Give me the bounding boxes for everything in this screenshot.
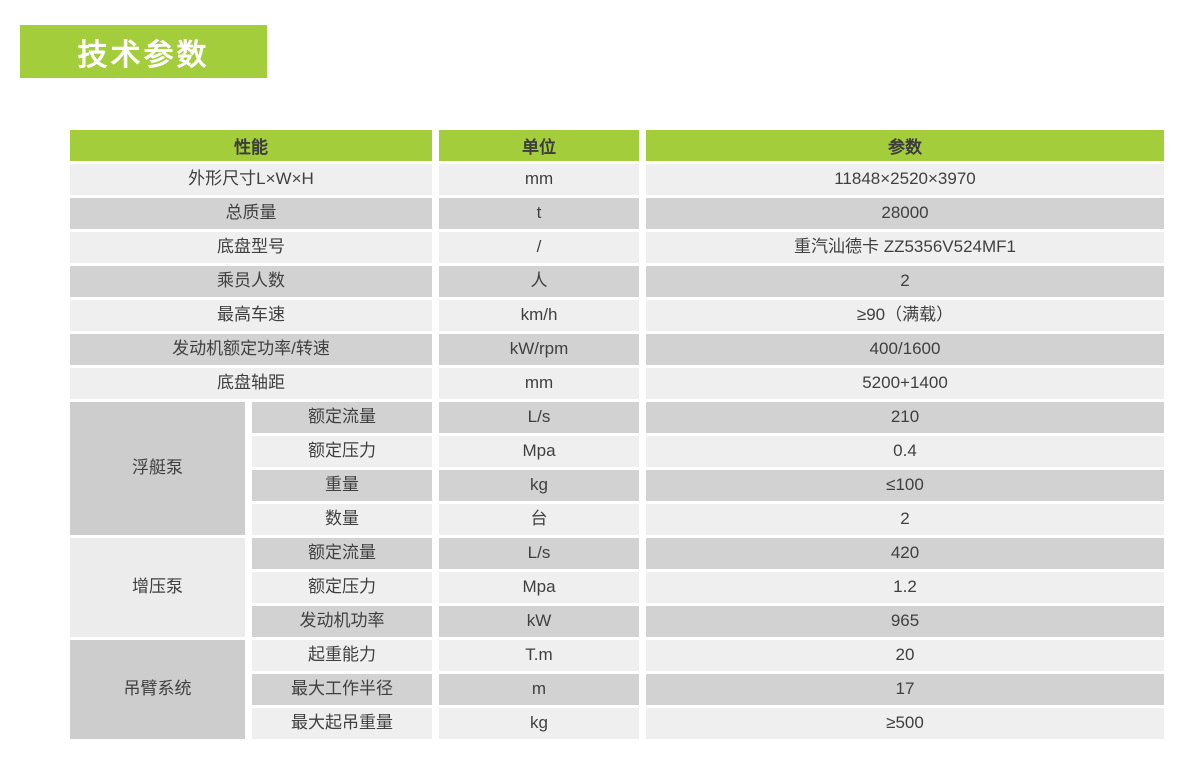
spec-unit: Mpa <box>439 436 639 467</box>
table-row: 额定压力 Mpa 1.2 <box>70 572 1164 603</box>
spec-name: 底盘轴距 <box>70 368 432 399</box>
spec-value: 20 <box>646 640 1164 671</box>
spec-value: 965 <box>646 606 1164 637</box>
table-row: 最大工作半径 m 17 <box>70 674 1164 705</box>
spec-name: 数量 <box>252 504 432 535</box>
spec-name: 最大起吊重量 <box>252 708 432 739</box>
section-title: 技术参数 <box>77 38 210 72</box>
col-header-performance: 性能 <box>70 130 432 161</box>
spec-unit: kW/rpm <box>439 334 639 365</box>
spec-value: 11848×2520×3970 <box>646 164 1164 195</box>
group-label: 浮艇泵 <box>70 402 245 535</box>
spec-value: 420 <box>646 538 1164 569</box>
spec-value: 17 <box>646 674 1164 705</box>
table-row: 额定压力 Mpa 0.4 <box>70 436 1164 467</box>
spec-name: 重量 <box>252 470 432 501</box>
spec-unit: kg <box>439 708 639 739</box>
spec-value: ≥90（满载） <box>646 300 1164 331</box>
spec-name: 起重能力 <box>252 640 432 671</box>
table-row: 增压泵 额定流量 L/s 420 <box>70 538 1164 637</box>
spec-value: 210 <box>646 402 1164 433</box>
spec-unit: T.m <box>439 640 639 671</box>
spec-unit: / <box>439 232 639 263</box>
spec-name: 额定流量 <box>252 402 432 433</box>
spec-value: ≤100 <box>646 470 1164 501</box>
table-row: 底盘型号 / 重汽汕德卡 ZZ5356V524MF1 <box>70 232 1164 263</box>
spec-unit: t <box>439 198 639 229</box>
spec-unit: kW <box>439 606 639 637</box>
spec-name: 最大工作半径 <box>252 674 432 705</box>
spec-unit: mm <box>439 164 639 195</box>
spec-unit: kg <box>439 470 639 501</box>
col-header-parameter: 参数 <box>646 130 1164 161</box>
table-row: 底盘轴距 mm 5200+1400 <box>70 368 1164 399</box>
spec-value: 1.2 <box>646 572 1164 603</box>
spec-unit: km/h <box>439 300 639 331</box>
spec-name: 外形尺寸L×W×H <box>70 164 432 195</box>
spec-value: ≥500 <box>646 708 1164 739</box>
spec-name: 额定压力 <box>252 436 432 467</box>
spec-unit: m <box>439 674 639 705</box>
section-title-badge: 技术参数 <box>20 25 267 78</box>
table-row: 最高车速 km/h ≥90（满载） <box>70 300 1164 331</box>
table-header-row: 性能 单位 参数 <box>70 130 1164 161</box>
table-row: 发动机功率 kW 965 <box>70 606 1164 637</box>
spec-name: 底盘型号 <box>70 232 432 263</box>
spec-name: 额定流量 <box>252 538 432 569</box>
col-header-unit: 单位 <box>439 130 639 161</box>
group-label: 增压泵 <box>70 538 245 637</box>
spec-unit: 台 <box>439 504 639 535</box>
spec-name: 额定压力 <box>252 572 432 603</box>
table-row: 重量 kg ≤100 <box>70 470 1164 501</box>
spec-name: 乘员人数 <box>70 266 432 297</box>
spec-value: 400/1600 <box>646 334 1164 365</box>
spec-unit: mm <box>439 368 639 399</box>
table-row: 最大起吊重量 kg ≥500 <box>70 708 1164 739</box>
group-label: 吊臂系统 <box>70 640 245 739</box>
spec-name: 发动机功率 <box>252 606 432 637</box>
table-row: 发动机额定功率/转速 kW/rpm 400/1600 <box>70 334 1164 365</box>
table-row: 外形尺寸L×W×H mm 11848×2520×3970 <box>70 164 1164 195</box>
spec-table: 性能 单位 参数 外形尺寸L×W×H mm 11848×2520×3970 总质量 t 2… <box>63 127 1171 742</box>
spec-value: 重汽汕德卡 ZZ5356V524MF1 <box>646 232 1164 263</box>
spec-value: 0.4 <box>646 436 1164 467</box>
spec-value: 28000 <box>646 198 1164 229</box>
spec-value: 2 <box>646 504 1164 535</box>
table-row: 乘员人数人 2 <box>70 266 1164 297</box>
table-row: 总质量 t 28000 <box>70 198 1164 229</box>
spec-unit: L/s <box>439 538 639 569</box>
spec-value: 5200+1400 <box>646 368 1164 399</box>
spec-name: 发动机额定功率/转速 <box>70 334 432 365</box>
spec-unit: Mpa <box>439 572 639 603</box>
spec-name: 最高车速 <box>70 300 432 331</box>
table-row: 浮艇泵 额定流量 L/s 210 <box>70 402 1164 535</box>
spec-unit: 人 <box>439 266 639 297</box>
spec-value: 2 <box>646 266 1164 297</box>
spec-unit: L/s <box>439 402 639 433</box>
spec-name: 总质量 <box>70 198 432 229</box>
table-row: 数量台 2 <box>70 504 1164 535</box>
table-row: 吊臂系统 起重能力 T.m 20 <box>70 640 1164 739</box>
